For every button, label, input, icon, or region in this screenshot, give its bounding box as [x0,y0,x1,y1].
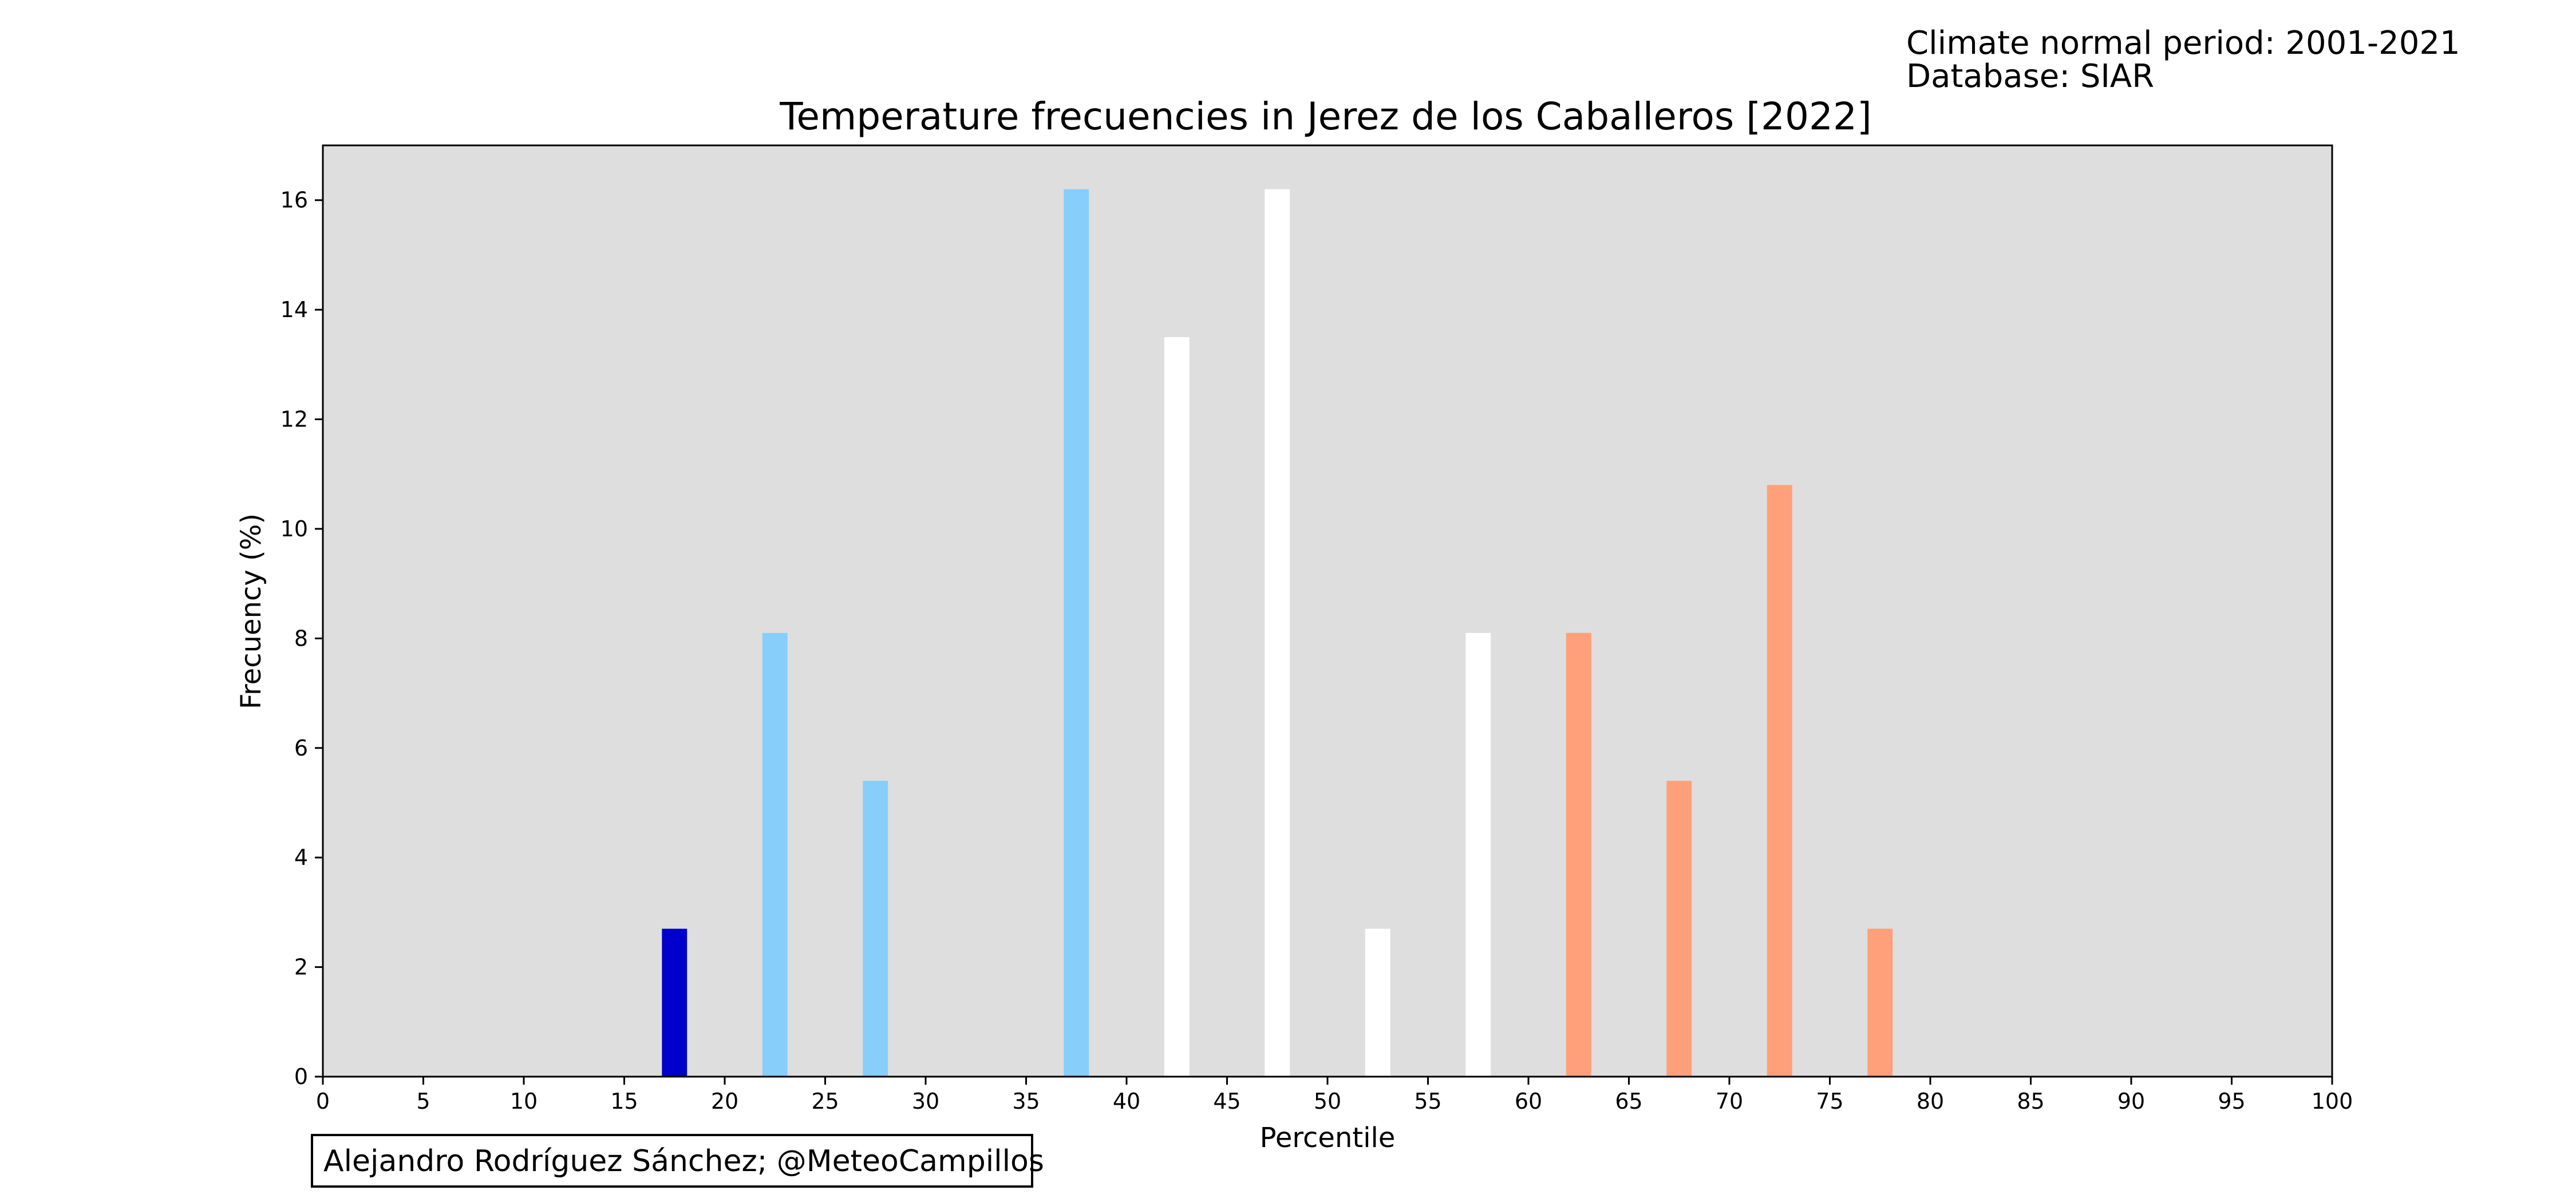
x-tick-label: 35 [1012,1089,1040,1114]
x-tick-label: 90 [2117,1089,2145,1114]
x-tick-label: 100 [2312,1089,2353,1114]
y-axis-label: Frecuency (%) [235,513,267,709]
plot-area [323,145,2332,1077]
y-tick-label: 0 [294,1064,308,1089]
x-tick-label: 80 [1917,1089,1944,1114]
x-tick-label: 30 [912,1089,939,1114]
x-tick-label: 75 [1816,1089,1843,1114]
bar-22.5 [762,632,788,1077]
y-tick-label: 2 [294,955,308,980]
bar-77.5 [1867,928,1893,1077]
x-tick-label: 5 [416,1089,430,1114]
y-axis-ticks: 0 2 4 6 8 10 12 14 16 [280,188,323,1089]
climate-period-text: Climate normal period: 2001-2021 [1906,25,2460,62]
y-tick-label: 4 [294,845,308,870]
y-tick-label: 14 [280,297,308,322]
bar-57.5 [1465,632,1491,1077]
y-tick-label: 8 [294,626,308,651]
credit-text: Alejandro Rodríguez Sánchez; @MeteoCampi… [323,1144,1044,1179]
bar-42.5 [1164,337,1190,1077]
x-tick-label: 60 [1515,1089,1542,1114]
bars-group [662,189,1893,1077]
x-tick-label: 45 [1213,1089,1240,1114]
bar-47.5 [1265,189,1290,1077]
x-tick-label: 25 [811,1089,839,1114]
x-axis-ticks: 0 5 10 15 20 25 30 35 40 45 50 55 60 65 70 75 80 85 90 95 10… [316,1077,2353,1114]
x-tick-label: 55 [1414,1089,1441,1114]
chart-title: Temperature frecuencies in Jerez de los … [779,94,1871,139]
x-tick-label: 10 [510,1089,538,1114]
bar-17.5 [662,928,688,1077]
database-text: Database: SIAR [1906,58,2154,95]
bar-52.5 [1365,928,1390,1077]
bar-37.5 [1064,189,1089,1077]
credit-box [311,1134,1033,1188]
bar-62.5 [1566,632,1591,1077]
x-axis-label: Percentile [1260,1122,1396,1154]
x-tick-label: 70 [1716,1089,1743,1114]
y-tick-label: 6 [294,736,308,761]
y-tick-label: 10 [280,516,308,541]
x-tick-label: 0 [316,1089,330,1114]
bar-67.5 [1666,781,1692,1077]
x-tick-label: 65 [1615,1089,1642,1114]
y-tick-label: 16 [280,188,308,213]
bar-72.5 [1767,485,1792,1077]
x-tick-label: 20 [711,1089,738,1114]
x-tick-label: 40 [1113,1089,1140,1114]
x-tick-label: 15 [610,1089,638,1114]
x-tick-label: 95 [2218,1089,2245,1114]
bar-27.5 [863,781,888,1077]
x-tick-label: 85 [2017,1089,2044,1114]
y-tick-label: 12 [280,407,308,432]
x-tick-label: 50 [1314,1089,1341,1114]
